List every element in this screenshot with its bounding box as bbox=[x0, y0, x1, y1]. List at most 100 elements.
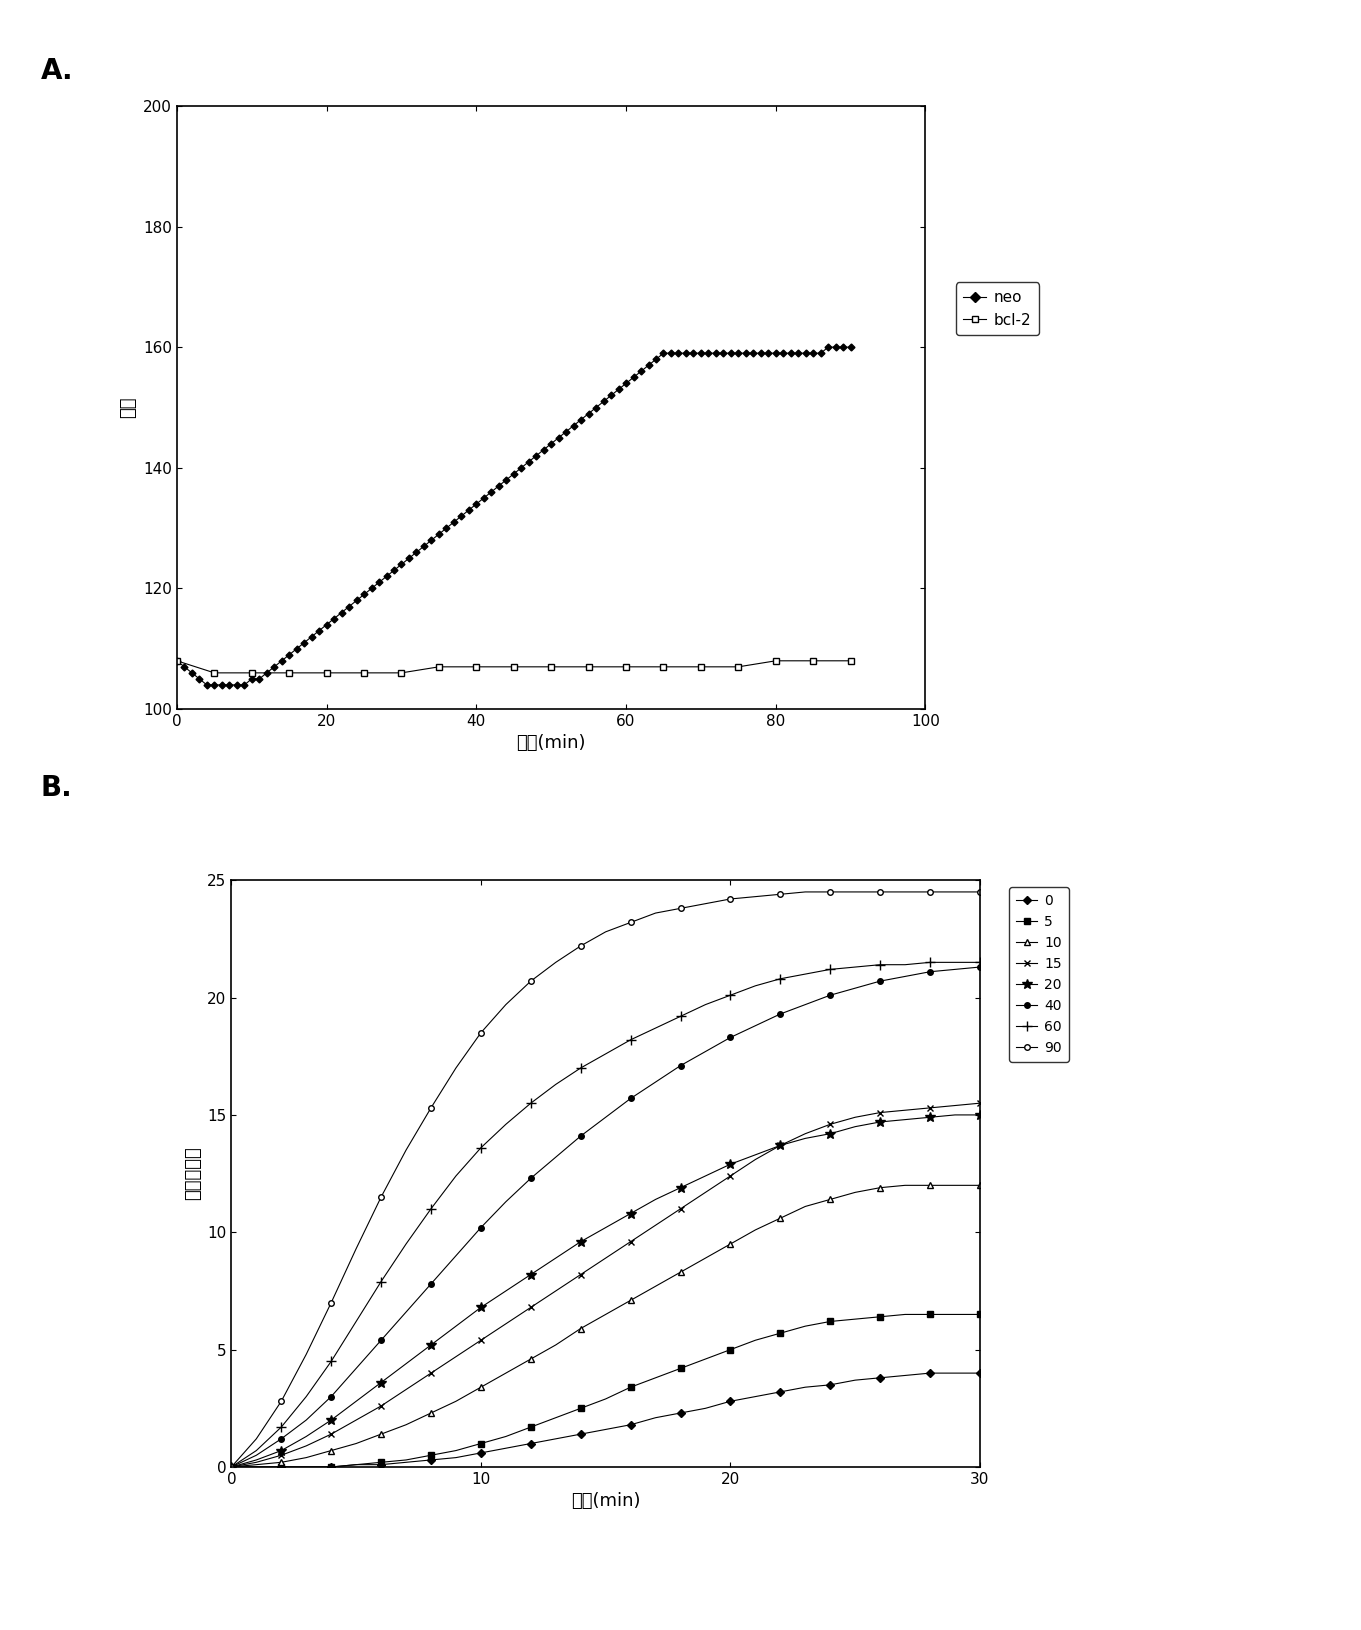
60 bbox=[348, 1312, 365, 1332]
20 bbox=[798, 1128, 814, 1148]
40 bbox=[323, 1387, 339, 1407]
20 bbox=[498, 1281, 514, 1301]
Line: 10: 10 bbox=[229, 1182, 983, 1470]
0 bbox=[274, 1457, 290, 1477]
40 bbox=[648, 1073, 664, 1092]
15 bbox=[498, 1314, 514, 1333]
20 bbox=[747, 1144, 764, 1164]
0 bbox=[323, 1457, 339, 1477]
10 bbox=[523, 1350, 539, 1369]
15 bbox=[697, 1183, 713, 1203]
40 bbox=[223, 1457, 240, 1477]
60 bbox=[423, 1200, 440, 1219]
40 bbox=[348, 1359, 365, 1379]
20 bbox=[847, 1117, 863, 1136]
bcl-2 bbox=[244, 663, 260, 683]
90 bbox=[523, 971, 539, 991]
bcl-2 bbox=[543, 657, 559, 676]
10 bbox=[298, 1447, 314, 1467]
0 bbox=[772, 1382, 788, 1402]
5 bbox=[472, 1434, 489, 1454]
15 bbox=[921, 1099, 938, 1118]
90 bbox=[672, 898, 689, 918]
Line: 40: 40 bbox=[229, 965, 983, 1470]
0 bbox=[921, 1363, 938, 1382]
15 bbox=[622, 1232, 638, 1252]
40 bbox=[397, 1302, 414, 1322]
10 bbox=[672, 1262, 689, 1281]
Legend: neo, bcl-2: neo, bcl-2 bbox=[955, 282, 1038, 336]
90 bbox=[847, 882, 863, 901]
90 bbox=[697, 893, 713, 913]
bcl-2 bbox=[355, 663, 372, 683]
neo bbox=[169, 650, 185, 670]
5 bbox=[947, 1304, 964, 1324]
90 bbox=[573, 936, 589, 955]
60 bbox=[472, 1138, 489, 1157]
neo bbox=[199, 675, 215, 694]
10 bbox=[448, 1392, 464, 1412]
40 bbox=[972, 957, 988, 976]
15 bbox=[822, 1115, 838, 1134]
bcl-2 bbox=[318, 663, 335, 683]
5 bbox=[847, 1309, 863, 1328]
20 bbox=[547, 1249, 563, 1268]
5 bbox=[448, 1441, 464, 1460]
bcl-2 bbox=[768, 650, 784, 670]
10 bbox=[947, 1175, 964, 1195]
20 bbox=[423, 1335, 440, 1355]
Legend: 0, 5, 10, 15, 20, 40, 60, 90: 0, 5, 10, 15, 20, 40, 60, 90 bbox=[1010, 887, 1068, 1061]
neo bbox=[819, 337, 836, 357]
0 bbox=[397, 1452, 414, 1472]
Line: 60: 60 bbox=[226, 957, 985, 1472]
10 bbox=[547, 1335, 563, 1355]
40 bbox=[947, 960, 964, 980]
20 bbox=[348, 1392, 365, 1412]
0 bbox=[348, 1456, 365, 1475]
15 bbox=[223, 1457, 240, 1477]
40 bbox=[897, 967, 913, 986]
40 bbox=[573, 1126, 589, 1146]
5 bbox=[223, 1457, 240, 1477]
40 bbox=[672, 1056, 689, 1076]
10 bbox=[822, 1190, 838, 1209]
15 bbox=[648, 1216, 664, 1236]
60 bbox=[573, 1058, 589, 1077]
90 bbox=[397, 1141, 414, 1161]
15 bbox=[897, 1100, 913, 1120]
neo bbox=[746, 344, 762, 363]
10 bbox=[798, 1196, 814, 1216]
neo bbox=[565, 416, 581, 435]
90 bbox=[423, 1099, 440, 1118]
10 bbox=[472, 1377, 489, 1397]
40 bbox=[697, 1042, 713, 1061]
60 bbox=[798, 965, 814, 985]
neo bbox=[842, 337, 859, 357]
40 bbox=[472, 1218, 489, 1237]
40 bbox=[423, 1275, 440, 1294]
0 bbox=[573, 1425, 589, 1444]
60 bbox=[822, 960, 838, 980]
bcl-2 bbox=[804, 650, 821, 670]
5 bbox=[872, 1307, 889, 1327]
15 bbox=[772, 1136, 788, 1156]
90 bbox=[448, 1058, 464, 1077]
0 bbox=[597, 1420, 614, 1439]
0 bbox=[423, 1451, 440, 1470]
60 bbox=[747, 976, 764, 996]
20 bbox=[523, 1265, 539, 1284]
60 bbox=[847, 957, 863, 976]
60 bbox=[323, 1351, 339, 1371]
bcl-2 bbox=[280, 663, 297, 683]
60 bbox=[248, 1441, 264, 1460]
90 bbox=[597, 923, 614, 942]
40 bbox=[597, 1107, 614, 1126]
10 bbox=[622, 1291, 638, 1311]
10 bbox=[597, 1304, 614, 1324]
5 bbox=[921, 1304, 938, 1324]
5 bbox=[672, 1359, 689, 1379]
5 bbox=[274, 1457, 290, 1477]
neo bbox=[348, 590, 365, 610]
Line: 15: 15 bbox=[229, 1100, 983, 1470]
90 bbox=[472, 1024, 489, 1043]
